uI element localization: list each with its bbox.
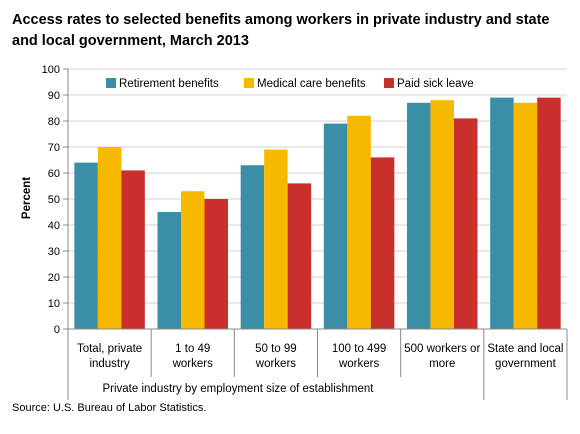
- y-tick-label: 50: [48, 194, 60, 206]
- bar: [490, 97, 514, 329]
- y-axis-ticks: 0 10 20 30 40 50 60 70 80 90 100: [42, 64, 60, 336]
- x-axis-group-label: Private industry by employment size of e…: [102, 383, 374, 395]
- legend: Retirement benefits Medical care benefits…: [106, 78, 474, 90]
- chart-title: Access rates to selected benefits among …: [12, 12, 550, 49]
- y-tick-label: 40: [48, 220, 60, 232]
- axes: [63, 68, 568, 400]
- bar: [347, 115, 371, 329]
- legend-swatch: [106, 78, 116, 88]
- x-axis-category-labels: Total, private industry 1 to 49 workers 50 t…: [77, 343, 563, 370]
- bar: [264, 149, 288, 329]
- bar: [157, 212, 181, 329]
- x-tick-label: 500 workers or more: [404, 343, 480, 370]
- x-tick-label: 1 to 49 workers: [172, 343, 214, 370]
- legend-label: Medical care benefits: [257, 78, 366, 90]
- x-tick-label: State and local government: [487, 343, 563, 370]
- y-tick-label: 90: [48, 90, 60, 102]
- x-tick-label: Total, private industry: [77, 343, 142, 370]
- y-tick-label: 30: [48, 246, 60, 258]
- bar: [370, 157, 395, 329]
- legend-label: Retirement benefits: [119, 78, 219, 90]
- legend-item: Medical care benefits: [244, 78, 366, 90]
- bar: [204, 199, 228, 329]
- legend-item: Retirement benefits: [106, 78, 219, 90]
- bar: [454, 118, 478, 330]
- x-tick-label: 100 to 499 workers: [332, 343, 386, 370]
- legend-swatch: [244, 78, 254, 88]
- y-tick-label: 80: [48, 116, 60, 128]
- bar: [74, 162, 98, 329]
- bar: [287, 183, 312, 329]
- legend-label: Paid sick leave: [397, 78, 474, 90]
- bar: [537, 97, 561, 329]
- legend-swatch: [384, 78, 394, 88]
- gridlines: [68, 68, 567, 304]
- bar: [513, 102, 538, 329]
- y-axis-label: Percent: [21, 177, 33, 219]
- y-tick-label: 20: [48, 272, 60, 284]
- bar: [430, 100, 454, 329]
- bar: [240, 165, 265, 329]
- source-note: Source: U.S. Bureau of Labor Statistics.: [12, 402, 207, 414]
- bar: [121, 170, 145, 329]
- legend-item: Paid sick leave: [384, 78, 474, 90]
- bar: [97, 147, 122, 329]
- bars: [74, 97, 561, 330]
- bar: [323, 123, 348, 329]
- bar: [181, 191, 205, 329]
- x-tick-label: 50 to 99 workers: [255, 343, 297, 370]
- y-tick-label: 70: [48, 142, 60, 154]
- bar: [407, 102, 431, 329]
- y-tick-label: 60: [48, 168, 60, 180]
- y-tick-label: 100: [42, 64, 60, 76]
- y-tick-label: 10: [48, 298, 60, 310]
- y-tick-label: 0: [54, 324, 60, 336]
